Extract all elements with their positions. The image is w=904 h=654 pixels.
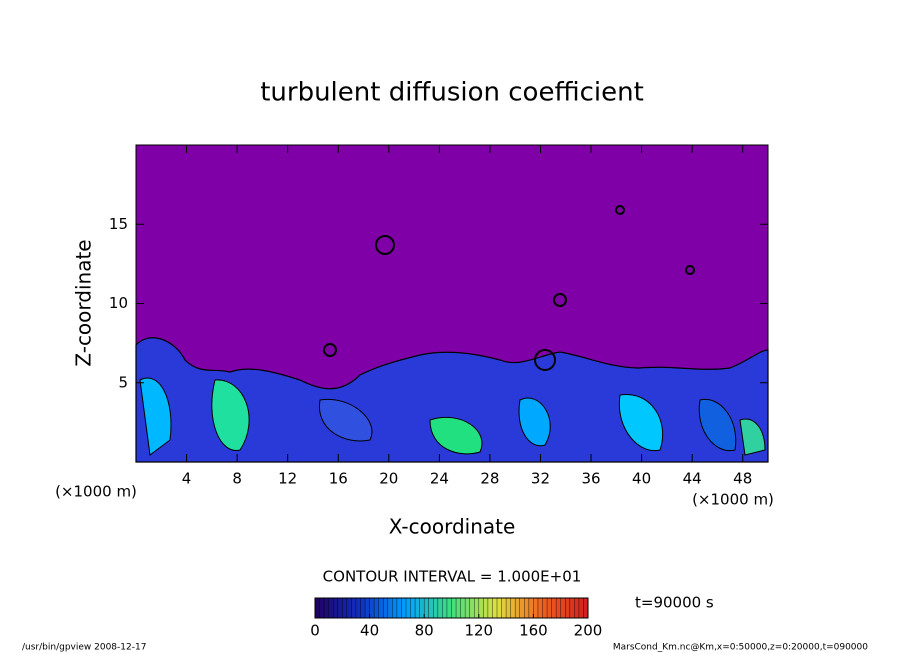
colorbar-stripe xyxy=(392,598,398,618)
colorbar-stripe xyxy=(574,598,580,618)
x-tick-label: 36 xyxy=(581,470,600,488)
colorbar-stripe xyxy=(556,598,562,618)
x-tick-label: 4 xyxy=(182,470,192,488)
x-tick-label: 16 xyxy=(329,470,348,488)
colorbar-stripe xyxy=(419,598,425,618)
x-tick-label: 28 xyxy=(480,470,499,488)
x-tick-label: 8 xyxy=(232,470,242,488)
x-tick-label: 20 xyxy=(379,470,398,488)
colorbar-tick-label: 0 xyxy=(310,622,320,640)
colorbar-stripe xyxy=(524,598,530,618)
colorbar-stripe xyxy=(351,598,357,618)
colorbar-stripe xyxy=(569,598,575,618)
colorbar-stripe xyxy=(424,598,430,618)
time-label: t=90000 s xyxy=(635,594,714,612)
colorbar-stripe xyxy=(437,598,443,618)
y-axis-label: Z-coordinate xyxy=(72,239,96,366)
colorbar-stripe xyxy=(401,598,407,618)
colorbar-stripe xyxy=(519,598,525,618)
colorbar-stripe xyxy=(369,598,375,618)
colorbar-stripe xyxy=(315,598,321,618)
colorbar-stripe xyxy=(583,598,589,618)
colorbar-stripe xyxy=(537,598,543,618)
x-tick-label: 32 xyxy=(531,470,550,488)
colorbar-tick-label: 160 xyxy=(519,622,548,640)
colorbar-stripe xyxy=(547,598,553,618)
footer-right: MarsCond_Km.nc@Km,x=0:50000,z=0:20000,t=… xyxy=(613,643,868,653)
y-tick-label: 5 xyxy=(118,373,128,391)
y-tick-label: 15 xyxy=(109,215,128,233)
colorbar-stripe xyxy=(337,598,343,618)
x-tick-label: 44 xyxy=(683,470,702,488)
colorbar-stripe xyxy=(515,598,521,618)
colorbar-stripe xyxy=(483,598,489,618)
colorbar-stripe xyxy=(506,598,512,618)
colorbar-tick-label: 40 xyxy=(360,622,379,640)
colorbar-stripe xyxy=(387,598,393,618)
colorbar-stripe xyxy=(460,598,466,618)
colorbar-stripe xyxy=(415,598,421,618)
colorbar-stripe xyxy=(456,598,462,618)
colorbar-stripe xyxy=(346,598,352,618)
colorbar-stripe xyxy=(446,598,452,618)
colorbar-stripe xyxy=(342,598,348,618)
colorbar-stripe xyxy=(565,598,571,618)
x-tick-label: 24 xyxy=(430,470,449,488)
colorbar-stripe xyxy=(328,598,334,618)
colorbar-stripe xyxy=(410,598,416,618)
turbulent-layer xyxy=(135,205,769,463)
colorbar-stripe xyxy=(551,598,557,618)
colorbar-stripe xyxy=(355,598,361,618)
colorbar-stripe xyxy=(528,598,534,618)
y-unit-label: (×1000 m) xyxy=(692,491,774,509)
colorbar-stripe xyxy=(442,598,448,618)
colorbar-stripe xyxy=(365,598,371,618)
colorbar-stripe xyxy=(378,598,384,618)
colorbar-stripe xyxy=(560,598,566,618)
colorbar-stripe xyxy=(406,598,412,618)
colorbar-stripe xyxy=(492,598,498,618)
colorbar-tick-label: 120 xyxy=(464,622,493,640)
colorbar-stripe xyxy=(324,598,330,618)
colorbar-stripe xyxy=(501,598,507,618)
x-tick-label: 12 xyxy=(278,470,297,488)
colorbar-tick-label: 200 xyxy=(574,622,603,640)
colorbar-stripe xyxy=(497,598,503,618)
colorbar-stripe xyxy=(465,598,471,618)
colorbar-stripe xyxy=(451,598,457,618)
colorbar-stripe xyxy=(433,598,439,618)
colorbar-stripe xyxy=(383,598,389,618)
colorbar-stripe xyxy=(474,598,480,618)
colorbar-stripe xyxy=(374,598,380,618)
colorbar-stripe xyxy=(542,598,548,618)
y-tick-label: 10 xyxy=(109,294,128,312)
colorbar-stripe xyxy=(396,598,402,618)
x-tick-label: 48 xyxy=(733,470,752,488)
colorbar-stripe xyxy=(533,598,539,618)
chart-title: turbulent diffusion coefficient xyxy=(260,78,644,108)
x-tick-label: 40 xyxy=(632,470,651,488)
colorbar-stripe xyxy=(319,598,325,618)
colorbar-stripe xyxy=(360,598,366,618)
colorbar-stripe xyxy=(487,598,493,618)
colorbar-stripe xyxy=(333,598,339,618)
contour-interval: CONTOUR INTERVAL = 1.000E+01 xyxy=(323,568,582,586)
colorbar-tick-label: 80 xyxy=(415,622,434,640)
colorbar-stripe xyxy=(469,598,475,618)
x-unit-label: (×1000 m) xyxy=(55,483,137,501)
colorbar-stripe xyxy=(478,598,484,618)
x-axis-label: X-coordinate xyxy=(389,515,516,539)
colorbar-frame xyxy=(314,597,589,619)
colorbar-stripe xyxy=(510,598,516,618)
footer-left: /usr/bin/gpview 2008-12-17 xyxy=(22,643,146,653)
colorbar-stripe xyxy=(578,598,584,618)
colorbar-stripe xyxy=(428,598,434,618)
